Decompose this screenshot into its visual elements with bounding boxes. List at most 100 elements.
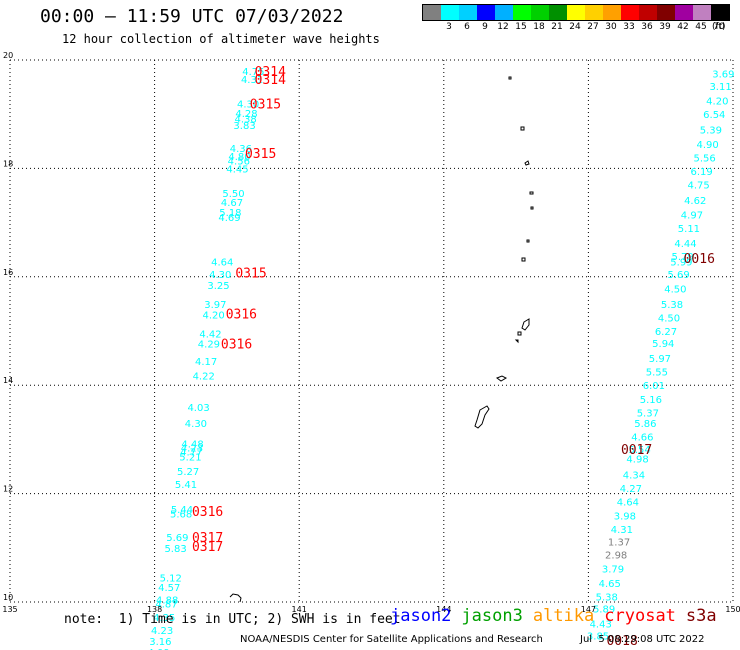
x-tick-label: 138 bbox=[147, 605, 162, 614]
axis-ticks: 135 138 141 144 147 150 10 12 14 16 18 20 bbox=[2, 51, 740, 614]
satellite-legend: jason2 jason3 altika cryosat s3a bbox=[390, 606, 727, 626]
time-label: 0316 bbox=[226, 308, 257, 323]
color-swatch bbox=[531, 5, 549, 20]
x-tick-label: 147 bbox=[581, 605, 596, 614]
time-label: 0314 bbox=[255, 73, 286, 88]
page-subtitle: 12 hour collection of altimeter wave hei… bbox=[62, 32, 380, 46]
y-tick-label: 18 bbox=[3, 159, 13, 168]
wave-height-label: 4.22 bbox=[193, 371, 215, 382]
wave-height-label: 4.20 bbox=[706, 97, 728, 108]
color-legend: 3 6 9 12 15 18 21 24 27 30 33 36 39 42 45 70 (ft) bbox=[422, 4, 732, 36]
wave-height-label: 4.50 bbox=[658, 313, 680, 324]
wave-height-label: 4.20 bbox=[202, 311, 224, 322]
wave-height-label: 5.39 bbox=[700, 125, 722, 136]
footer-note: note: 1) Time is in UTC; 2) SWH is in fe… bbox=[64, 612, 401, 627]
y-tick-label: 12 bbox=[3, 485, 13, 494]
wave-height-label: 3.25 bbox=[207, 281, 229, 292]
wave-height-label: 4.45 bbox=[226, 164, 248, 175]
color-scale-tick: 39 bbox=[659, 22, 671, 32]
x-tick-label: 150 bbox=[725, 605, 740, 614]
color-scale-tick: 27 bbox=[587, 22, 599, 32]
color-swatch bbox=[639, 5, 657, 20]
color-scale-tick: 24 bbox=[569, 22, 581, 32]
color-swatch bbox=[693, 5, 711, 20]
wave-height-label: 4.23 bbox=[181, 444, 203, 455]
island-guam bbox=[474, 405, 490, 429]
time-label: 0017 bbox=[621, 443, 652, 458]
island-bottom bbox=[229, 593, 242, 603]
island-17-1 bbox=[530, 206, 534, 210]
color-swatch bbox=[657, 5, 675, 20]
wave-height-label: 4.34 bbox=[623, 471, 645, 482]
wave-height-label: 4.48 bbox=[181, 440, 203, 451]
wave-height-label: 3.79 bbox=[602, 564, 624, 575]
wave-height-label: 4.65 bbox=[599, 579, 621, 590]
color-scale-tick: 15 bbox=[515, 22, 527, 32]
wave-height-label: 4.29 bbox=[198, 339, 220, 350]
grid bbox=[9, 59, 734, 603]
wave-height-label: 4.50 bbox=[664, 285, 686, 296]
color-swatch bbox=[621, 5, 639, 20]
wave-height-label: 4.57 bbox=[158, 583, 180, 594]
color-scale-tick: 21 bbox=[551, 22, 563, 32]
satellite-altika: altika bbox=[532, 606, 595, 626]
y-tick-label: 14 bbox=[3, 376, 13, 385]
island-17-4 bbox=[529, 191, 534, 195]
wave-height-label: 5.68 bbox=[170, 510, 192, 521]
time-label: 0315 bbox=[235, 266, 266, 281]
color-scale-tick: 30 bbox=[605, 22, 617, 32]
credit-line: NOAA/NESDIS Center for Satellite Applica… bbox=[240, 634, 543, 645]
color-swatch bbox=[603, 5, 621, 20]
wave-height-label: 5.69 bbox=[668, 270, 690, 281]
wave-height-label: 2.98 bbox=[605, 550, 627, 561]
color-scale-tick: 12 bbox=[497, 22, 509, 32]
wave-height-label: 5.50 bbox=[222, 189, 244, 200]
color-swatch bbox=[711, 5, 729, 20]
time-label: 0018 bbox=[606, 634, 637, 649]
color-scale-tick: 18 bbox=[533, 22, 545, 32]
time-label: 0016 bbox=[684, 252, 715, 267]
wave-height-label: 5.97 bbox=[649, 354, 671, 365]
wave-height-label: 3.16 bbox=[149, 637, 171, 648]
satellite-jason2: jason2 bbox=[390, 606, 452, 626]
wave-height-label: 4.62 bbox=[684, 196, 706, 207]
time-label: 0314 bbox=[255, 65, 286, 80]
wave-height-label: 4.30 bbox=[185, 419, 207, 430]
color-swatch bbox=[567, 5, 585, 20]
wave-height-label: 5.69 bbox=[166, 533, 188, 544]
wave-height-label: 4.56 bbox=[228, 156, 250, 167]
wave-height-label: 5.99 bbox=[670, 258, 692, 269]
wave-height-label: 4.80 bbox=[228, 152, 250, 163]
wave-height-label: 3.83 bbox=[233, 121, 255, 132]
x-tick-label: 141 bbox=[292, 605, 307, 614]
time-label: 0315 bbox=[250, 97, 281, 112]
wave-height-label: 6.27 bbox=[655, 327, 677, 338]
marks: 4.754.314.304.284.383.834.364.804.564.45… bbox=[147, 65, 734, 650]
color-swatch bbox=[549, 5, 567, 20]
wave-height-label: 4.23 bbox=[151, 626, 173, 637]
wave-height-label: 5.38 bbox=[661, 300, 683, 311]
satellite-s3a: s3a bbox=[685, 606, 717, 626]
color-swatch bbox=[477, 5, 495, 20]
wave-height-label: 5.38 bbox=[596, 593, 618, 604]
wave-height-label: 5.83 bbox=[164, 544, 186, 555]
wave-height-label: 1.37 bbox=[608, 537, 630, 548]
color-scale-tick: 33 bbox=[623, 22, 635, 32]
wave-height-label: 4.44 bbox=[674, 239, 696, 250]
island-rota bbox=[495, 375, 508, 382]
wave-height-label: 4.28 bbox=[235, 109, 257, 120]
wave-height-label: 3.69 bbox=[712, 70, 734, 81]
wave-height-label: 4.67 bbox=[221, 198, 243, 209]
satellite-jason3: jason3 bbox=[461, 606, 523, 626]
color-swatch bbox=[459, 5, 477, 20]
island-17-8 bbox=[524, 160, 530, 166]
wave-height-label: 6.01 bbox=[643, 381, 665, 392]
x-tick-label: 135 bbox=[2, 605, 17, 614]
y-tick-label: 10 bbox=[3, 593, 13, 602]
wave-height-label: 4.75 bbox=[687, 181, 709, 192]
color-scale-tick: 9 bbox=[482, 22, 488, 32]
wave-height-label: 4.31 bbox=[241, 75, 263, 86]
wave-height-label: 5.86 bbox=[634, 419, 656, 430]
wave-height-label: 4.09 bbox=[147, 648, 169, 650]
